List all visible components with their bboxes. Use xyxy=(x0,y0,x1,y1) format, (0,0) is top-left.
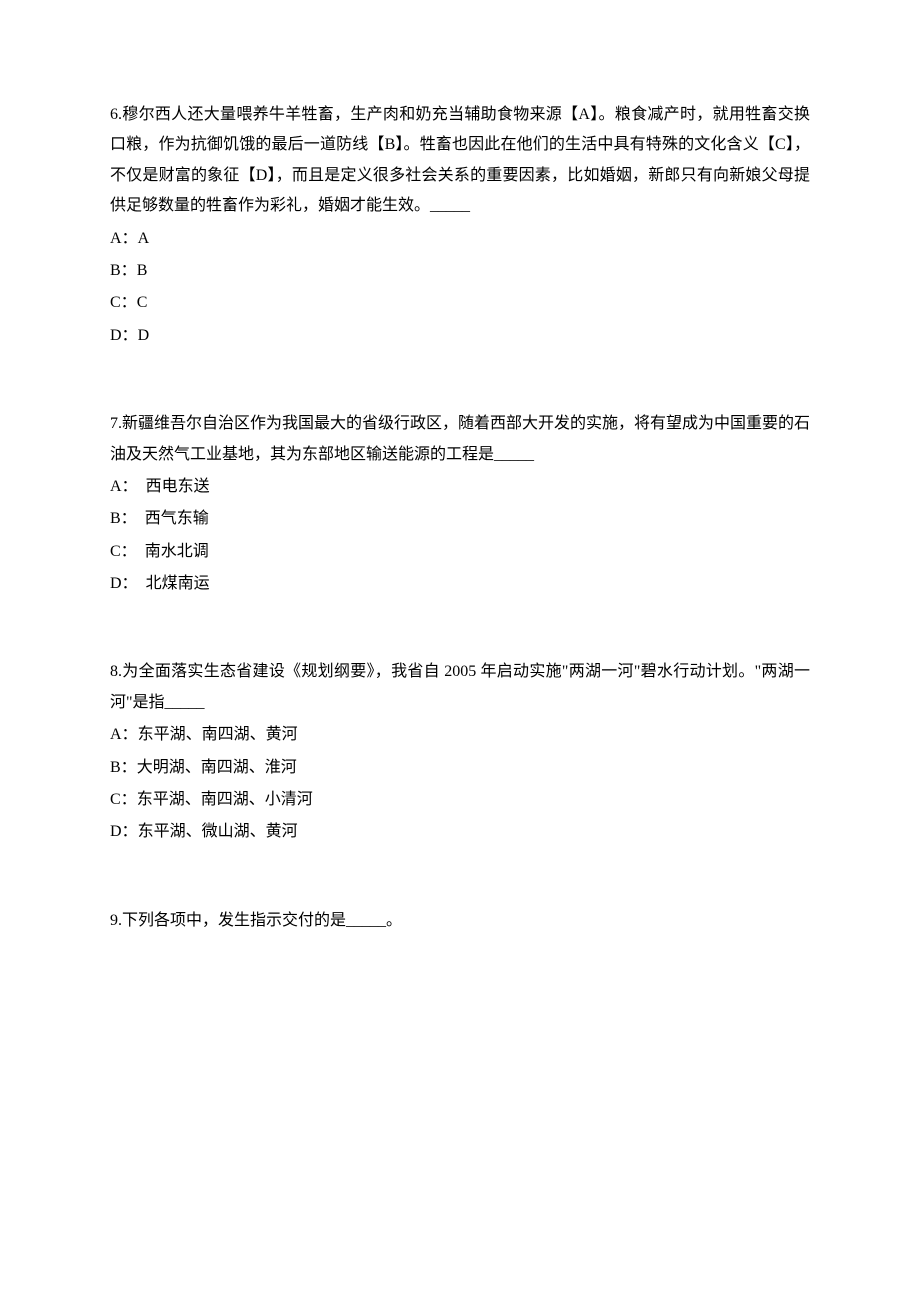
question-7: 7.新疆维吾尔自治区作为我国最大的省级行政区，随着西部大开发的实施，将有望成为中… xyxy=(110,409,810,599)
question-text: 6.穆尔西人还大量喂养牛羊牲畜，生产肉和奶充当辅助食物来源【A】。粮食减产时，就… xyxy=(110,100,810,222)
option-d: D：D xyxy=(110,321,810,351)
option-value: 西电东送 xyxy=(146,478,210,495)
option-a: A： 西电东送 xyxy=(110,472,810,502)
option-b: B：B xyxy=(110,256,810,286)
option-label: C： xyxy=(110,791,137,808)
option-value: 北煤南运 xyxy=(146,575,210,592)
option-c: C：C xyxy=(110,288,810,318)
option-c: C： 南水北调 xyxy=(110,537,810,567)
option-value: 西气东输 xyxy=(145,510,209,527)
option-b: B：大明湖、南四湖、淮河 xyxy=(110,753,810,783)
option-value: 南水北调 xyxy=(145,543,209,560)
option-label: D： xyxy=(110,327,138,344)
option-value: A xyxy=(138,230,150,247)
option-label: B： xyxy=(110,510,145,527)
option-value: B xyxy=(137,262,148,279)
option-value: 东平湖、南四湖、小清河 xyxy=(137,791,313,808)
option-label: A： xyxy=(110,230,138,247)
question-9: 9.下列各项中，发生指示交付的是_____。 xyxy=(110,906,810,936)
option-value: 东平湖、微山湖、黄河 xyxy=(138,823,298,840)
option-value: C xyxy=(137,294,148,311)
option-label: B： xyxy=(110,759,137,776)
option-label: A： xyxy=(110,726,138,743)
option-value: D xyxy=(138,327,150,344)
option-d: D： 北煤南运 xyxy=(110,569,810,599)
option-label: D： xyxy=(110,575,146,592)
option-label: B： xyxy=(110,262,137,279)
question-text: 7.新疆维吾尔自治区作为我国最大的省级行政区，随着西部大开发的实施，将有望成为中… xyxy=(110,409,810,470)
option-value: 东平湖、南四湖、黄河 xyxy=(138,726,298,743)
question-text: 9.下列各项中，发生指示交付的是_____。 xyxy=(110,906,810,936)
option-label: C： xyxy=(110,294,137,311)
question-6: 6.穆尔西人还大量喂养牛羊牲畜，生产肉和奶充当辅助食物来源【A】。粮食减产时，就… xyxy=(110,100,810,351)
option-label: C： xyxy=(110,543,145,560)
option-label: A： xyxy=(110,478,146,495)
option-c: C：东平湖、南四湖、小清河 xyxy=(110,785,810,815)
option-b: B： 西气东输 xyxy=(110,504,810,534)
option-label: D： xyxy=(110,823,138,840)
question-text: 8.为全面落实生态省建设《规划纲要》，我省自 2005 年启动实施"两湖一河"碧… xyxy=(110,657,810,718)
question-8: 8.为全面落实生态省建设《规划纲要》，我省自 2005 年启动实施"两湖一河"碧… xyxy=(110,657,810,847)
option-d: D：东平湖、微山湖、黄河 xyxy=(110,817,810,847)
option-a: A：A xyxy=(110,224,810,254)
option-value: 大明湖、南四湖、淮河 xyxy=(137,759,297,776)
option-a: A：东平湖、南四湖、黄河 xyxy=(110,720,810,750)
